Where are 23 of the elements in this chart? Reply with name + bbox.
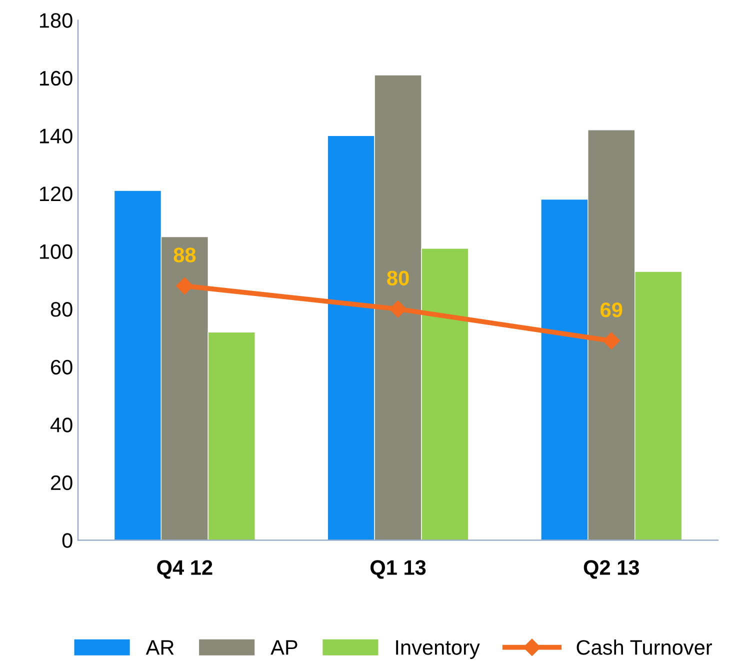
y-tick-label: 120 [40, 186, 72, 202]
data-label: 80 [387, 270, 409, 286]
legend-label: AR [146, 640, 174, 655]
data-label: 88 [174, 248, 196, 262]
x-tick-label: Q2 13 [584, 560, 640, 579]
legend-label: Inventory [396, 640, 480, 659]
y-tick-label: 80 [50, 302, 72, 317]
y-tick-label: 180 [40, 13, 72, 28]
legend-label: Cash Turnover [576, 640, 712, 655]
y-tick-label: 160 [40, 70, 72, 86]
y-tick-label: 40 [50, 418, 72, 432]
x-tick-label: Q1 13 [370, 560, 426, 579]
x-tick-label: Q4 12 [157, 560, 212, 579]
point [176, 277, 194, 294]
y-tick-label: 0 [62, 533, 72, 548]
legend-label: AP [270, 640, 298, 655]
data-label: 69 [600, 302, 622, 318]
y-tick-label: 20 [51, 475, 72, 490]
y-tick-label: 100 [40, 244, 72, 260]
y-tick-label: 60 [51, 360, 72, 375]
y-tick-label: 140 [40, 128, 72, 144]
point [389, 300, 407, 318]
point [602, 332, 620, 350]
